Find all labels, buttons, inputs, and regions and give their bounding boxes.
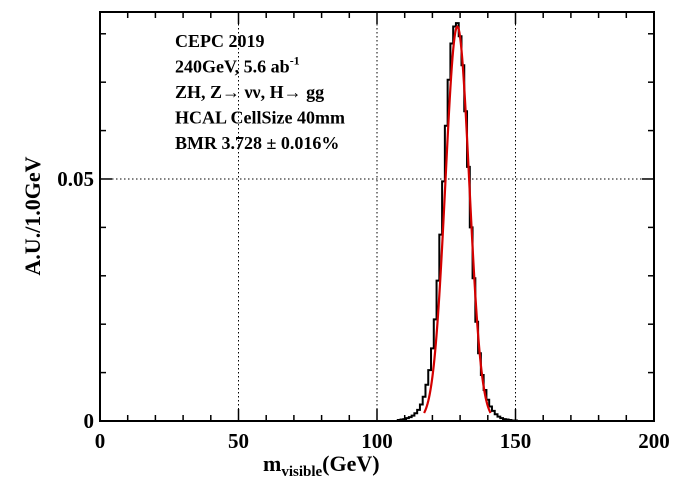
fit-curve [423, 24, 492, 414]
x-axis-label-main: m [263, 451, 281, 476]
annotation-line: CEPC 2019 [175, 31, 265, 51]
annotation-text: ZH, Z→ νν, H→ gg [175, 82, 324, 102]
grid-lines [100, 12, 654, 421]
y-axis-label: A.U./1.0GeV [20, 156, 45, 275]
x-axis-label: mvisible(GeV) [263, 451, 380, 478]
x-tick-label: 100 [361, 429, 393, 453]
annotation-line: BMR 3.728 ± 0.016% [175, 133, 339, 153]
x-tick-label: 50 [228, 429, 249, 453]
x-axis-label-sub: visible [281, 464, 322, 478]
annotation-block: CEPC 2019 240GeV, 5.6 ab-1 ZH, Z→ νν, H→ g… [175, 31, 345, 153]
annotation-text: HCAL CellSize 40mm [175, 108, 345, 128]
x-tick-label: 0 [95, 429, 106, 453]
histogram-series [396, 22, 520, 422]
tick-labels: 0 50 100 150 200 0 0.05 [57, 167, 670, 453]
y-tick-label: 0.05 [57, 167, 94, 191]
axis-ticks [99, 12, 655, 422]
annotation-text: 240GeV, 5.6 ab [175, 57, 290, 77]
annotation-line: 240GeV, 5.6 ab-1 [175, 54, 300, 77]
annotation-line: HCAL CellSize 40mm [175, 108, 345, 128]
y-tick-label: 0 [84, 409, 95, 433]
annotation-superscript: -1 [290, 54, 300, 68]
x-tick-label: 200 [638, 429, 670, 453]
annotation-text: BMR 3.728 ± 0.016% [175, 133, 339, 153]
annotation-line: ZH, Z→ νν, H→ gg [175, 82, 324, 102]
x-tick-label: 150 [500, 429, 532, 453]
annotation-text: CEPC 2019 [175, 31, 265, 51]
x-axis-label-unit: (GeV) [322, 451, 379, 476]
